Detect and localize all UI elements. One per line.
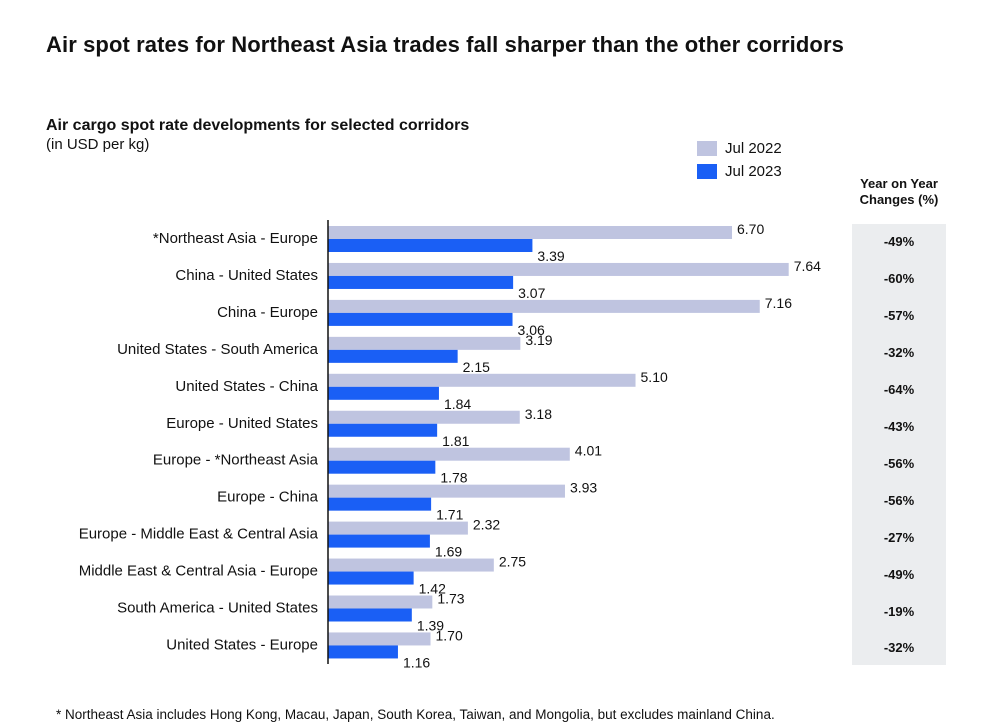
value-label-jul-2022: 4.01 bbox=[575, 443, 602, 459]
bar-jul-2023 bbox=[328, 275, 514, 289]
legend-item-jul-2023: Jul 2023 bbox=[697, 160, 782, 183]
value-label-jul-2023: 1.78 bbox=[440, 470, 467, 486]
value-label-jul-2022: 2.32 bbox=[473, 517, 500, 533]
bar-jul-2023 bbox=[328, 239, 533, 252]
yoy-panel: -49% -60% -57% -32% -64% -43% -56% -56% -27% -49%… bbox=[852, 224, 946, 665]
bar-jul-2023 bbox=[328, 534, 430, 548]
category-label: China - Europe bbox=[217, 304, 318, 321]
value-label-jul-2022: 5.10 bbox=[641, 369, 668, 385]
value-label-jul-2022: 7.16 bbox=[765, 295, 792, 311]
category-label: United States - China bbox=[175, 378, 318, 395]
value-label-jul-2022: 7.64 bbox=[794, 258, 821, 274]
bar-jul-2022 bbox=[328, 484, 565, 498]
footnote: * Northeast Asia includes Hong Kong, Mac… bbox=[56, 707, 775, 722]
yoy-header-line1: Year on Year bbox=[860, 176, 938, 191]
bar-jul-2022 bbox=[328, 226, 733, 239]
yoy-header: Year on Year Changes (%) bbox=[846, 176, 952, 208]
bar-jul-2022 bbox=[328, 299, 760, 313]
bar-jul-2022 bbox=[328, 558, 494, 572]
yoy-value: -27% bbox=[883, 529, 915, 545]
value-label-jul-2023: 1.71 bbox=[436, 507, 463, 523]
bar-jul-2023 bbox=[328, 349, 458, 363]
value-label-jul-2023: 3.07 bbox=[518, 285, 545, 301]
category-label: China - United States bbox=[175, 267, 318, 284]
value-label-jul-2023: 1.69 bbox=[435, 544, 462, 560]
yoy-value: -64% bbox=[883, 381, 915, 397]
yoy-value: -49% bbox=[883, 234, 915, 249]
value-label-jul-2023: 1.81 bbox=[442, 433, 469, 449]
bar-jul-2022 bbox=[328, 373, 636, 387]
value-label-jul-2022: 3.19 bbox=[525, 332, 552, 348]
bar-jul-2023 bbox=[328, 386, 439, 400]
bar-jul-2022 bbox=[328, 595, 433, 609]
yoy-value: -56% bbox=[883, 455, 915, 471]
category-label: United States - South America bbox=[117, 341, 319, 358]
bar-jul-2023 bbox=[328, 571, 414, 585]
yoy-value: -43% bbox=[883, 418, 915, 434]
value-label-jul-2022: 6.70 bbox=[737, 221, 764, 237]
value-label-jul-2023: 1.84 bbox=[444, 396, 471, 412]
value-label-jul-2022: 3.18 bbox=[525, 406, 552, 422]
category-label: Europe - *Northeast Asia bbox=[153, 452, 319, 469]
value-label-jul-2023: 1.39 bbox=[417, 618, 444, 634]
legend-label-jul-2022: Jul 2022 bbox=[725, 140, 782, 157]
chart-unit: (in USD per kg) bbox=[46, 136, 150, 153]
bar-jul-2023 bbox=[328, 460, 436, 474]
legend: Jul 2022 Jul 2023 bbox=[697, 137, 782, 183]
value-label-jul-2023: 3.06 bbox=[518, 322, 545, 338]
yoy-value: -32% bbox=[883, 344, 915, 360]
legend-swatch-jul-2022 bbox=[697, 141, 717, 156]
bar-jul-2022 bbox=[328, 336, 521, 350]
headline: Air spot rates for Northeast Asia trades… bbox=[46, 32, 844, 57]
yoy-header-line2: Changes (%) bbox=[859, 192, 939, 207]
value-label-jul-2022: 3.93 bbox=[570, 480, 597, 496]
yoy-value: -56% bbox=[883, 492, 915, 508]
value-label-jul-2022: 1.73 bbox=[437, 591, 464, 607]
yoy-value: -19% bbox=[883, 603, 915, 619]
bar-jul-2023 bbox=[328, 312, 513, 326]
category-label: *Northeast Asia - Europe bbox=[153, 230, 318, 247]
category-label: Europe - United States bbox=[166, 415, 318, 432]
legend-label-jul-2023: Jul 2023 bbox=[725, 163, 782, 180]
category-label: Europe - Middle East & Central Asia bbox=[79, 526, 319, 543]
yoy-value: -32% bbox=[883, 640, 915, 656]
value-label-jul-2023: 2.15 bbox=[463, 359, 490, 375]
chart-title: Air cargo spot rate developments for sel… bbox=[46, 117, 470, 134]
value-label-jul-2023: 1.42 bbox=[419, 581, 446, 597]
yoy-value: -57% bbox=[883, 307, 915, 323]
legend-item-jul-2022: Jul 2022 bbox=[697, 137, 782, 160]
bar-jul-2022 bbox=[328, 521, 468, 535]
value-label-jul-2022: 1.70 bbox=[436, 627, 463, 643]
category-label: Middle East & Central Asia - Europe bbox=[79, 563, 318, 580]
bar-jul-2022 bbox=[328, 410, 520, 424]
value-label-jul-2022: 2.75 bbox=[499, 554, 526, 570]
value-label-jul-2023: 1.16 bbox=[403, 654, 430, 670]
bar-jul-2023 bbox=[328, 608, 412, 622]
yoy-value: -60% bbox=[883, 270, 915, 286]
category-label: South America - United States bbox=[117, 600, 318, 617]
category-label: Europe - China bbox=[217, 489, 319, 506]
bar-jul-2023 bbox=[328, 423, 438, 437]
bar-jul-2022 bbox=[328, 447, 570, 461]
yoy-value: -49% bbox=[883, 566, 915, 582]
bar-jul-2022 bbox=[328, 262, 789, 276]
category-label: United States - Europe bbox=[166, 636, 318, 653]
value-label-jul-2023: 3.39 bbox=[537, 248, 564, 264]
bar-jul-2022 bbox=[328, 632, 431, 646]
legend-swatch-jul-2023 bbox=[697, 164, 717, 179]
bar-jul-2023 bbox=[328, 645, 398, 659]
bar-jul-2023 bbox=[328, 497, 432, 511]
